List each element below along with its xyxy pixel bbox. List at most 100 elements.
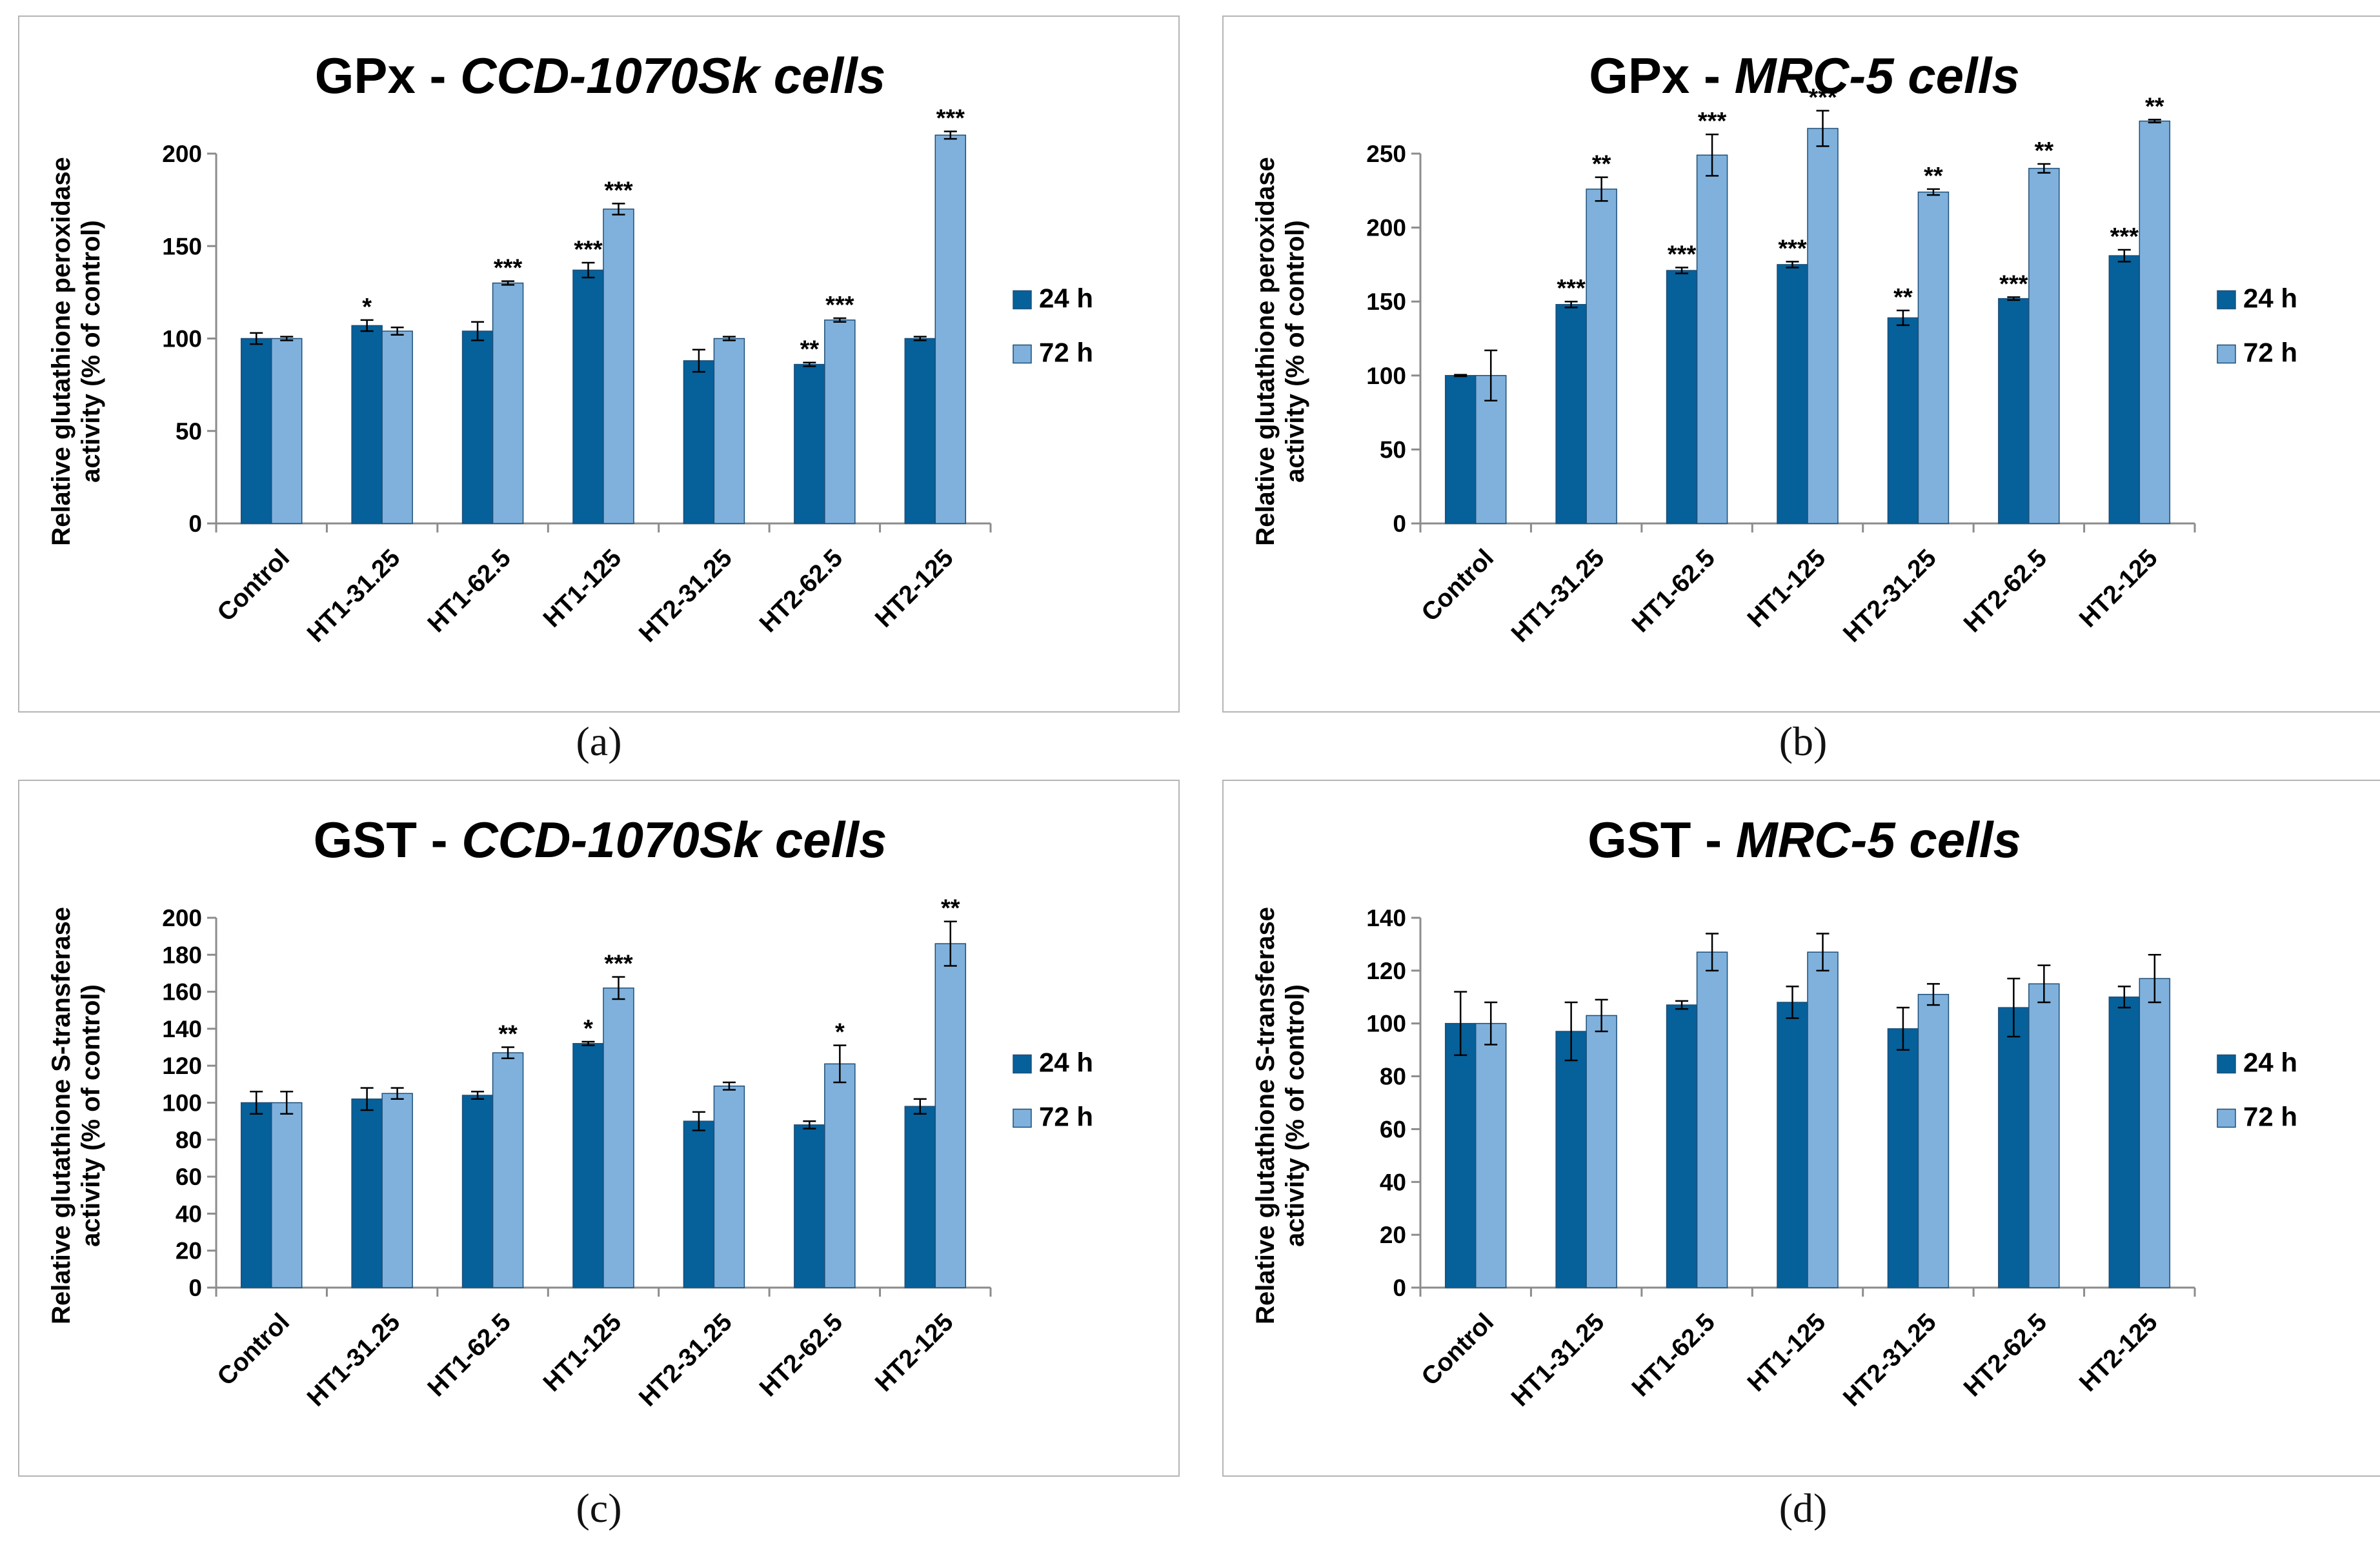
chart-c-bar-24h (240, 1102, 272, 1288)
chart-a-bar-24h (572, 269, 604, 524)
chart-a-bar-72h (270, 338, 303, 524)
chart-c-category-label: HT1-31.25 (302, 1308, 406, 1412)
chart-a-category-label: HT1-31.25 (302, 544, 406, 648)
chart-c-bar-72h (270, 1102, 303, 1288)
chart-b-bar-72h (1807, 128, 1839, 524)
chart-d-legend-label-24h: 24 h (2243, 1048, 2297, 1078)
chart-d-bar-24h (1887, 1028, 1919, 1288)
chart-d-ytick-label: 100 (1366, 1011, 1406, 1037)
chart-d-bar-72h (1586, 1015, 1617, 1288)
chart-d-bar-24h (1444, 1022, 1477, 1288)
chart-b-ylabel-line1: Relative glutathione peroxidase (1251, 157, 1280, 545)
chart-c-svg: GST - CCD-1070Sk cells Relative glutathio… (47, 811, 1093, 1412)
chart-a-sig-label: *** (604, 177, 633, 204)
chart-d-bar-72h (2139, 978, 2171, 1288)
chart-a-bar-72h (824, 319, 856, 524)
chart-a-legend-label-72h: 72 h (1039, 338, 1093, 368)
chart-d-category-label: HT1-62.5 (1627, 1308, 1720, 1402)
panel-label-d: (d) (1779, 1485, 1828, 1531)
chart-b-legend-label-24h: 24 h (2243, 283, 2297, 314)
chart-c-bar-72h (603, 987, 634, 1288)
chart-a-ytick-label: 0 (188, 511, 202, 537)
chart-b-ytick-label: 0 (1393, 511, 1406, 537)
chart-b-bar-24h (1666, 270, 1698, 524)
chart-c-ytick-label: 120 (162, 1053, 202, 1079)
chart-b-category-label: HT1-31.25 (1506, 544, 1610, 648)
chart-d-ylabel-line1: Relative glutathione S-transferase (1251, 907, 1280, 1324)
chart-c-bar-72h (934, 943, 967, 1288)
chart-b-category-label: HT2-31.25 (1838, 544, 1942, 648)
chart-d-bar-24h (1666, 1004, 1698, 1288)
chart-a-category-label: HT1-62.5 (423, 544, 516, 638)
chart-d-bar-24h (1777, 1002, 1808, 1288)
chart-c-legend-label-24h: 24 h (1039, 1048, 1093, 1078)
chart-c-legend-label-72h: 72 h (1039, 1102, 1093, 1132)
chart-d-ytick-label: 20 (1380, 1222, 1406, 1248)
chart-c-title-italic: CCD-1070Sk cells (461, 811, 887, 868)
chart-c-ylabel-line1: Relative glutathione S-transferase (47, 907, 76, 1324)
chart-b-bar-72h (1586, 188, 1617, 524)
chart-b-sig-label: ** (2035, 137, 2054, 165)
chart-a-bar-72h (492, 282, 524, 524)
chart-c-title-prefix: GST - (314, 811, 462, 868)
chart-b-bar-24h (1777, 264, 1808, 524)
chart-d-ytick-label: 60 (1380, 1116, 1406, 1142)
chart-a-category-label: HT1-125 (538, 544, 627, 633)
chart-d-title-prefix: GST - (1588, 811, 1736, 868)
chart-b-sig-label: ** (1893, 284, 1913, 311)
chart-a-ytick-label: 200 (162, 141, 202, 167)
chart-d-legend-label-72h: 72 h (2243, 1102, 2297, 1132)
chart-d-category-label: HT1-125 (1742, 1308, 1831, 1397)
chart-a-sig-label: *** (936, 105, 965, 132)
chart-c-ytick-label: 160 (162, 979, 202, 1006)
chart-a-category-label: HT2-62.5 (754, 544, 848, 638)
chart-a-legend-label-24h: 24 h (1039, 283, 1093, 314)
chart-a-bar-72h (603, 208, 634, 524)
chart-b-sig-label: *** (1808, 85, 1837, 112)
chart-a-bar-72h (713, 338, 745, 524)
chart-c-bar-24h (572, 1043, 604, 1288)
chart-a-bar-24h (904, 338, 936, 524)
chart-c-category-label: HT1-125 (538, 1308, 627, 1397)
chart-c-ytick-label: 20 (176, 1238, 202, 1264)
chart-b-bar-24h (1555, 304, 1587, 524)
chart-d-legend-swatch-24h (2217, 1054, 2236, 1074)
chart-a-legend-swatch-72h (1013, 344, 1032, 364)
chart-c-category-label: Control (212, 1308, 295, 1391)
chart-c-ytick-label: 0 (188, 1275, 202, 1301)
chart-a-sig-label: *** (494, 255, 523, 282)
chart-b-bar-24h (1887, 317, 1919, 524)
chart-c-category-label: HT2-125 (870, 1308, 959, 1397)
chart-a-sig-label: ** (800, 336, 820, 363)
chart-d-ytick-label: 140 (1366, 905, 1406, 931)
chart-d-bar-72h (1917, 993, 1950, 1288)
chart-b-ylabel-line2: activity (% of control) (1281, 220, 1309, 483)
chart-d-bar-24h (1555, 1031, 1587, 1288)
chart-b-bar-24h (1444, 375, 1477, 524)
chart-b-sig-label: *** (2110, 223, 2139, 250)
chart-d-ylabel-line2: activity (% of control) (1281, 984, 1309, 1247)
chart-d-legend-swatch-72h (2217, 1108, 2236, 1128)
chart-a-bar-24h (683, 360, 715, 524)
chart-a-sig-label: *** (574, 236, 603, 263)
chart-a-svg: GPx - CCD-1070Sk cells Relative glutathio… (47, 47, 1093, 648)
chart-c-ytick-label: 140 (162, 1016, 202, 1042)
chart-d-bar-72h (1475, 1022, 1507, 1288)
chart-c-ytick-label: 200 (162, 905, 202, 931)
chart-b-category-label: HT1-62.5 (1627, 544, 1720, 638)
chart-b-sig-label: *** (1668, 241, 1697, 268)
chart-b-sig-label: *** (1778, 235, 1807, 262)
chart-b-ytick-label: 50 (1380, 436, 1406, 463)
chart-a-bar-24h (351, 325, 383, 524)
chart-b-sig-label: *** (1698, 108, 1727, 135)
chart-b-ytick-label: 200 (1366, 215, 1406, 241)
chart-panel-c: GST - CCD-1070Sk cells Relative glutathio… (18, 780, 1180, 1477)
chart-d-bar-72h (1807, 951, 1839, 1288)
chart-c-bar-24h (794, 1124, 825, 1288)
chart-a-bar-72h (934, 134, 967, 524)
chart-a-title: GPx - CCD-1070Sk cells (315, 47, 885, 104)
chart-a-legend-swatch-24h (1013, 290, 1032, 310)
chart-c-bar-24h (683, 1120, 715, 1288)
chart-a-bar-24h (461, 330, 494, 524)
chart-b-category-label: Control (1417, 544, 1499, 627)
